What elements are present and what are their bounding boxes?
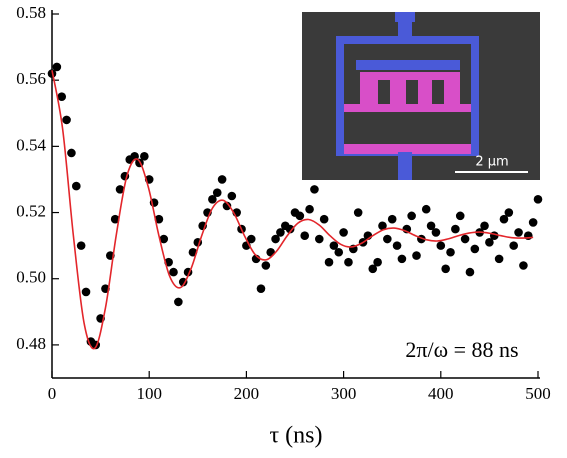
data-point [465,267,475,277]
x-tick-label: 100 [136,384,162,403]
inset-gap [378,80,390,104]
data-point [315,234,324,244]
data-point [494,254,504,264]
data-point [470,244,480,254]
data-point [451,224,460,234]
data-point [455,211,465,221]
inset-bar [356,60,460,70]
data-point [154,214,164,224]
x-tick-label: 200 [234,384,260,403]
y-tick-label: 0.54 [16,135,46,154]
scale-label: 2 μm [475,155,508,170]
data-point [373,257,382,267]
data-point [319,214,329,224]
data-point [169,267,178,277]
y-tick-label: 0.58 [16,3,46,22]
data-point [431,228,441,237]
data-point [57,92,67,102]
data-point [528,218,538,227]
inset-gap [406,80,418,104]
data-point [246,234,256,244]
data-point [208,195,217,204]
annotation: 2π/ω = 88 ns [405,337,518,362]
data-point [519,261,528,270]
data-point [514,228,523,237]
data-point [426,221,436,231]
data-point [174,297,183,307]
inset-lead [395,12,415,22]
data-point [76,241,86,250]
data-point [436,241,446,250]
data-point [460,234,470,244]
inset-plate [344,104,471,112]
data-point [329,241,339,250]
data-point [489,231,499,241]
data-point [378,221,387,231]
data-point [110,214,120,224]
data-point [305,204,314,214]
data-point [217,175,227,184]
x-tick-label: 500 [525,384,551,403]
data-point [256,284,266,293]
data-point [334,247,344,257]
y-tick-label: 0.48 [16,334,46,353]
inset-plate [344,144,471,154]
data-point [339,228,348,237]
data-point [499,214,509,224]
data-point [353,208,363,217]
data-point [523,231,533,241]
y-tick-label: 0.50 [16,268,46,287]
inset-image: 2 μm [302,12,540,180]
data-point [115,185,125,194]
data-point [300,231,310,241]
data-point [62,115,71,125]
data-point [271,234,280,244]
data-point [310,185,319,194]
inset-stem [398,20,412,42]
data-point [368,264,378,274]
data-point [344,257,353,267]
inset-gap [432,80,444,104]
data-point [285,224,295,234]
data-point [387,214,397,224]
x-tick-label: 0 [48,384,57,403]
data-point [276,228,285,237]
data-point [392,241,402,250]
data-point [140,151,149,161]
data-point [421,204,431,214]
data-point [212,188,222,197]
data-point [441,264,450,274]
data-point [261,261,271,270]
data-point [159,234,169,244]
data-point [72,181,81,191]
data-point [227,191,237,201]
data-point [412,251,421,260]
x-tick-label: 300 [331,384,357,403]
data-point [222,201,232,211]
data-point [295,211,305,221]
fit-line [51,70,534,350]
data-point [397,254,407,264]
x-tick-label: 400 [428,384,454,403]
data-point [485,238,494,247]
data-point [67,148,76,158]
data-point [533,195,543,204]
data-point [509,241,518,250]
x-axis-label: τ (ns) [270,423,323,449]
data-point [446,247,455,257]
data-point [81,287,91,297]
data-point [407,211,416,221]
data-point [504,208,514,217]
data-point [383,234,392,244]
data-point [480,221,489,231]
inset-stem [398,152,412,180]
y-tick-label: 0.52 [16,201,46,220]
y-tick-label: 0.56 [16,69,46,88]
data-point [324,257,334,267]
data-point [52,62,62,72]
